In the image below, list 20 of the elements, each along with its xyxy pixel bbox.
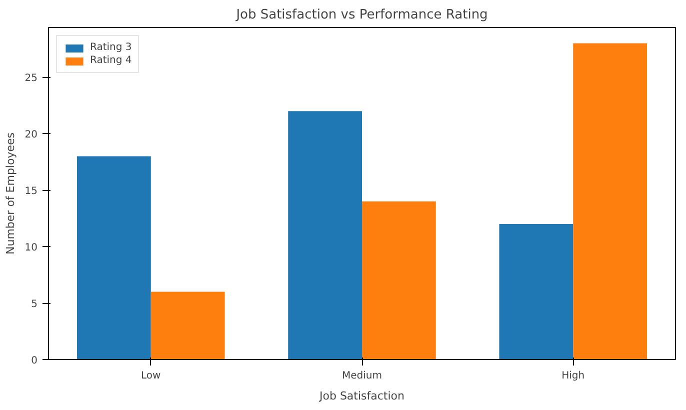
bar <box>573 43 647 360</box>
y-tick-label: 5 <box>31 299 38 310</box>
legend-label: Rating 3 <box>90 42 132 53</box>
legend-label: Rating 4 <box>90 55 132 66</box>
y-tick-label: 25 <box>24 73 38 84</box>
y-tick-label: 15 <box>24 186 38 198</box>
x-tick-label: High <box>562 370 585 382</box>
x-tick-label: Medium <box>342 370 382 382</box>
bar <box>499 224 574 360</box>
x-tick-label: Low <box>141 370 161 382</box>
y-tick-label: 0 <box>31 356 38 366</box>
y-axis-title: Number of Employees <box>4 132 17 254</box>
chart-title: Job Satisfaction vs Performance Rating <box>235 8 488 22</box>
bar <box>150 292 225 360</box>
x-axis-title: Job Satisfaction <box>318 390 405 402</box>
bar <box>77 156 151 360</box>
bar <box>362 201 436 360</box>
y-tick-label: 10 <box>24 242 38 254</box>
y-tick-label: 20 <box>24 130 38 141</box>
bar <box>288 111 362 360</box>
